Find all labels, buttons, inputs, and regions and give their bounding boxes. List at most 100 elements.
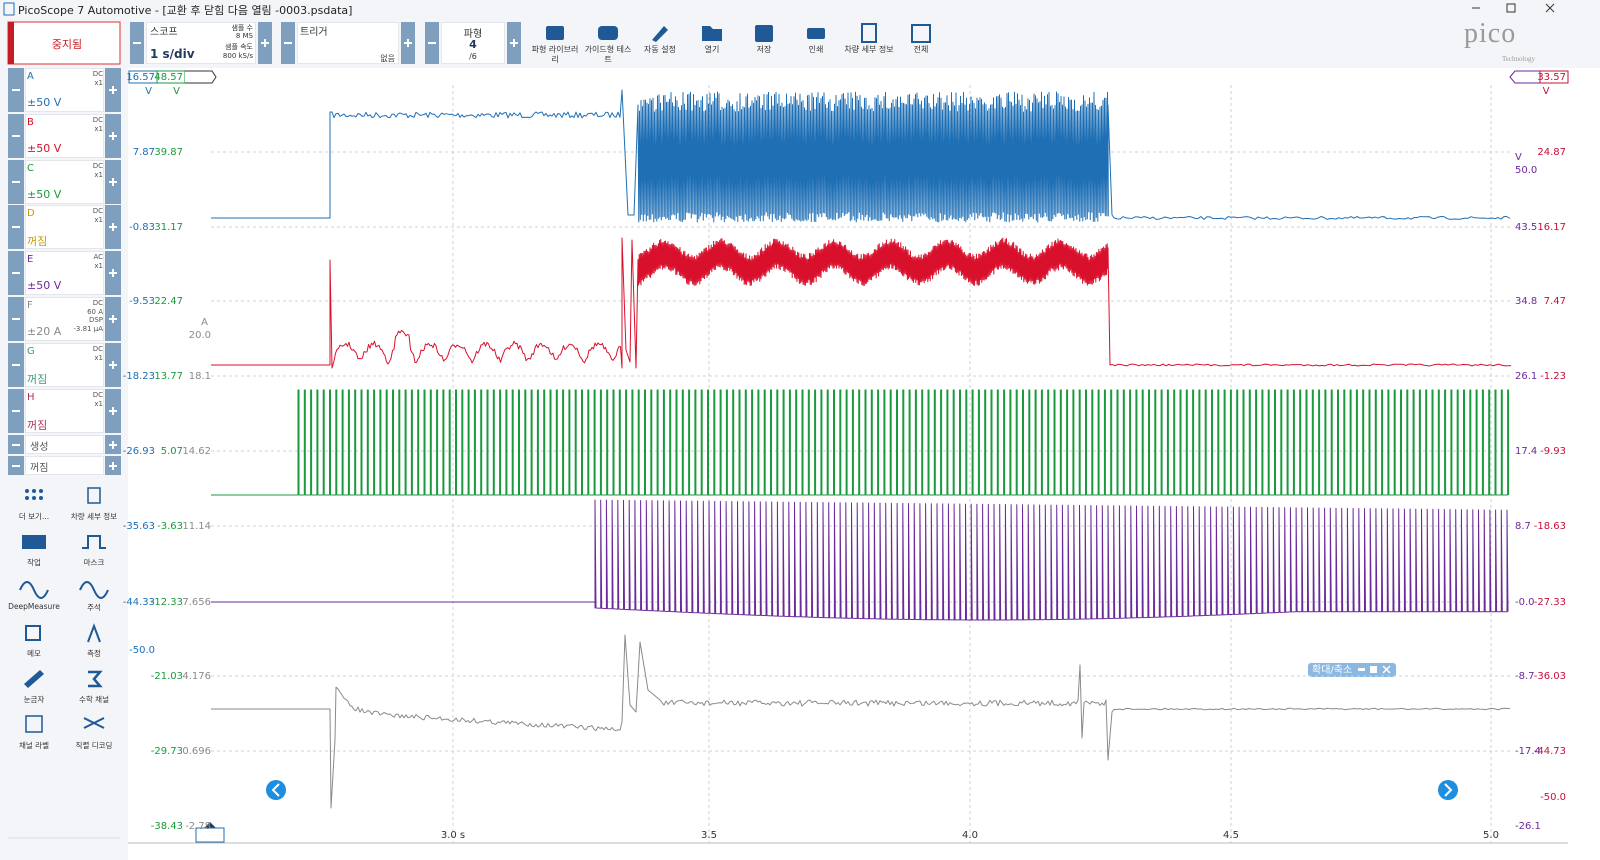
tool-label[interactable]: 직렬 디코딩 xyxy=(75,740,113,750)
plus-button[interactable] xyxy=(105,456,121,475)
channel-box xyxy=(25,297,104,341)
tool-label[interactable]: 메모 xyxy=(27,649,41,659)
y-unit: V xyxy=(145,86,152,97)
plus-button[interactable] xyxy=(105,159,121,204)
minus-button[interactable] xyxy=(425,22,439,64)
plus-button[interactable] xyxy=(401,22,415,64)
window-title: PicoScope 7 Automotive - [교환 후 닫힘 다음 열림 … xyxy=(18,4,353,17)
plus-button[interactable] xyxy=(105,435,121,454)
minus-button[interactable] xyxy=(8,342,24,387)
channel-detail: -3.81 µA xyxy=(73,324,103,333)
toolbar-button[interactable]: 차량 세부 정보 xyxy=(844,45,894,54)
channel-name[interactable]: G xyxy=(27,345,35,357)
x-tick-label: 5.0 xyxy=(1483,830,1499,841)
y-tick-label: 18.1 xyxy=(189,371,211,382)
plus-button[interactable] xyxy=(507,22,521,64)
generator-label[interactable]: 꺼짐 xyxy=(30,463,49,474)
minus-button[interactable] xyxy=(8,251,24,296)
minus-button[interactable] xyxy=(8,205,24,250)
tool-label[interactable]: 마스크 xyxy=(83,557,105,567)
minus-button[interactable] xyxy=(8,435,24,454)
scroll-left[interactable] xyxy=(266,780,286,800)
tool-label[interactable]: 차량 세부 정보 xyxy=(70,512,118,521)
waveform-current[interactable]: 4 xyxy=(469,38,477,51)
channel-name[interactable]: E xyxy=(27,254,34,266)
channel-name[interactable]: B xyxy=(27,116,34,128)
toolbar-button[interactable]: 저장 xyxy=(756,45,772,54)
plus-button[interactable] xyxy=(105,205,121,250)
channel-name[interactable]: C xyxy=(27,162,34,174)
toolbar-button[interactable]: 자동 설정 xyxy=(644,45,676,54)
plus-button[interactable] xyxy=(105,388,121,433)
tool-label[interactable]: DeepMeasure xyxy=(8,602,60,612)
scale-pointer xyxy=(185,70,217,84)
channel-range[interactable]: ±20 A xyxy=(27,325,62,338)
toolbar-button[interactable]: 파형 라이브러리 xyxy=(531,45,579,64)
minus-button[interactable] xyxy=(130,22,144,64)
control-box xyxy=(297,22,399,64)
toolbar-button[interactable]: 열기 xyxy=(704,45,720,54)
plus-button[interactable] xyxy=(105,297,121,341)
tool-label[interactable]: 작업 xyxy=(27,557,41,567)
tool-label[interactable]: 주석 xyxy=(87,603,101,613)
tool-label[interactable]: 측정 xyxy=(87,649,101,659)
timebase[interactable]: 1 s/div xyxy=(150,47,195,61)
minus-button[interactable] xyxy=(8,388,24,433)
toolbar-button[interactable]: 전체 xyxy=(913,45,929,54)
channel-range[interactable]: 꺼짐 xyxy=(27,235,48,249)
generator-box xyxy=(25,435,104,454)
channel-range[interactable]: ±50 V xyxy=(27,141,62,155)
generator-label[interactable]: 생성 xyxy=(30,442,49,453)
channel-box xyxy=(25,342,104,387)
minus-button[interactable] xyxy=(281,22,295,64)
channel-detail: DC xyxy=(92,344,103,353)
channel-name[interactable]: D xyxy=(27,208,35,220)
channel-detail: x1 xyxy=(94,399,103,408)
channel-name[interactable]: H xyxy=(27,391,35,403)
minus-button[interactable] xyxy=(8,456,24,475)
generator-box xyxy=(25,456,104,475)
y-tick-label: 4.176 xyxy=(182,671,211,682)
run-state[interactable]: 중지됨 xyxy=(51,38,83,51)
plus-button[interactable] xyxy=(258,22,272,64)
tool-label[interactable]: 수학 채널 xyxy=(79,694,109,704)
channel-range[interactable]: ±50 V xyxy=(27,187,62,201)
y-tick-label: -38.43 xyxy=(151,821,183,832)
ruler-handle xyxy=(195,827,225,843)
scroll-right[interactable] xyxy=(1438,780,1458,800)
minus-button[interactable] xyxy=(8,159,24,204)
channel-detail: x1 xyxy=(94,216,103,225)
tool-label[interactable]: 더 보기... xyxy=(18,512,50,521)
channel-name[interactable]: F xyxy=(27,300,33,311)
channel-box xyxy=(25,388,104,433)
plus-button[interactable] xyxy=(105,68,121,112)
channel-range[interactable]: ±50 V xyxy=(27,279,62,293)
toolbar-button[interactable]: 인쇄 xyxy=(808,45,824,54)
minus-button[interactable] xyxy=(8,297,24,341)
tool-label[interactable]: 채널 라벨 xyxy=(19,740,49,750)
toolbar-button[interactable]: 가이드형 테스트 xyxy=(584,45,632,64)
channel-box xyxy=(25,68,104,112)
y2-tick-label: 34.8 xyxy=(1515,296,1537,307)
channel-range[interactable]: 꺼짐 xyxy=(27,372,48,386)
y-tick-label: 0.696 xyxy=(182,746,211,757)
y2-tick-label: -1.23 xyxy=(1540,371,1566,382)
channel-range[interactable]: ±50 V xyxy=(27,96,62,109)
channel-range[interactable]: 꺼짐 xyxy=(27,418,48,432)
y2-range-end: -26.1 xyxy=(1515,821,1541,832)
minus-button[interactable] xyxy=(8,113,24,158)
minus-button[interactable] xyxy=(8,68,24,112)
trigger-mode[interactable]: 없음 xyxy=(380,54,395,63)
plus-button[interactable] xyxy=(105,251,121,296)
channel-name[interactable]: A xyxy=(27,71,34,82)
channel-box xyxy=(25,159,104,204)
channel-detail: x1 xyxy=(94,353,103,362)
plus-button[interactable] xyxy=(105,342,121,387)
plus-button[interactable] xyxy=(105,113,121,158)
y-tick-label: 48.57 xyxy=(154,72,183,83)
tool-label[interactable]: 눈금자 xyxy=(23,694,45,704)
channel-detail: DC xyxy=(92,161,103,170)
trace-f xyxy=(211,634,1511,809)
y2-tick-label: 8.7 xyxy=(1515,521,1531,532)
